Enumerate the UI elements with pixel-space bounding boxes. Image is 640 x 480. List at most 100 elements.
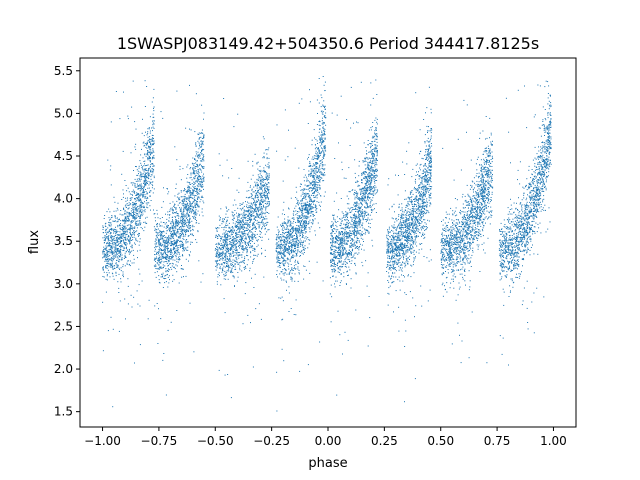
data-point xyxy=(291,277,293,279)
data-point xyxy=(248,206,250,208)
data-point xyxy=(127,278,129,280)
data-point xyxy=(113,259,114,261)
data-point xyxy=(109,240,111,242)
data-point xyxy=(194,211,196,213)
data-point xyxy=(119,248,121,250)
data-point xyxy=(173,247,175,249)
data-point xyxy=(229,243,231,245)
data-point xyxy=(143,169,145,171)
data-point xyxy=(294,227,296,229)
data-point xyxy=(147,173,149,175)
data-point xyxy=(172,223,174,225)
data-point xyxy=(304,202,306,204)
data-point xyxy=(194,182,196,184)
data-point xyxy=(118,261,120,263)
data-point xyxy=(230,234,232,236)
data-point xyxy=(120,225,122,227)
data-point xyxy=(306,223,308,225)
data-point xyxy=(245,210,247,212)
data-point xyxy=(119,259,121,261)
data-point xyxy=(175,207,176,209)
data-point xyxy=(129,225,131,227)
data-point xyxy=(190,233,192,235)
data-point xyxy=(229,227,231,229)
data-point xyxy=(234,223,236,225)
data-point xyxy=(224,218,225,220)
data-point xyxy=(264,203,266,204)
data-point xyxy=(320,134,322,136)
data-point xyxy=(263,216,265,218)
data-point xyxy=(245,201,246,203)
data-point xyxy=(186,198,188,200)
data-point xyxy=(171,228,173,230)
data-point xyxy=(119,242,121,244)
data-point xyxy=(240,218,242,219)
data-point xyxy=(188,254,190,256)
data-point xyxy=(259,173,261,175)
data-point xyxy=(254,197,256,199)
data-point xyxy=(279,236,281,238)
data-point xyxy=(110,232,112,234)
data-point xyxy=(254,153,256,155)
data-point xyxy=(167,214,169,216)
data-point xyxy=(235,243,237,245)
data-point xyxy=(180,218,182,220)
data-point xyxy=(195,195,197,197)
data-point xyxy=(184,193,186,195)
data-point xyxy=(122,227,124,229)
data-point xyxy=(170,235,172,237)
data-point xyxy=(226,233,228,235)
data-point xyxy=(275,248,277,250)
data-point xyxy=(167,252,169,253)
data-point xyxy=(152,181,154,183)
data-point xyxy=(249,219,250,220)
data-point xyxy=(306,212,308,213)
data-point xyxy=(194,212,196,214)
data-point xyxy=(292,228,294,230)
data-point xyxy=(139,216,141,218)
data-point xyxy=(196,190,198,192)
data-point xyxy=(175,188,177,189)
data-point xyxy=(165,256,166,258)
data-point xyxy=(218,255,220,257)
data-point xyxy=(227,251,229,253)
data-point xyxy=(308,216,310,218)
data-point xyxy=(261,207,263,209)
data-point xyxy=(295,197,297,198)
data-point xyxy=(133,217,135,219)
data-point xyxy=(162,256,164,258)
data-point xyxy=(139,179,141,181)
data-point xyxy=(128,191,130,193)
data-point xyxy=(188,220,190,222)
data-point xyxy=(198,142,200,144)
data-point xyxy=(310,211,312,212)
data-point xyxy=(165,240,167,242)
data-point xyxy=(200,153,202,155)
data-point xyxy=(247,314,249,316)
data-point xyxy=(132,194,133,196)
data-point xyxy=(249,236,250,238)
data-point xyxy=(149,169,151,171)
data-point xyxy=(124,212,126,214)
data-point xyxy=(281,257,283,259)
data-point xyxy=(147,172,149,174)
data-point xyxy=(153,106,155,108)
data-point xyxy=(102,250,104,252)
data-point xyxy=(196,213,198,215)
data-point xyxy=(151,183,153,185)
data-point xyxy=(170,227,171,229)
data-point xyxy=(254,224,256,226)
data-point xyxy=(287,221,289,223)
data-point xyxy=(171,255,173,257)
data-point xyxy=(261,227,263,229)
data-point xyxy=(302,236,304,238)
data-point xyxy=(322,164,324,166)
data-point xyxy=(258,188,260,190)
data-point xyxy=(109,276,111,278)
data-point xyxy=(216,228,218,230)
data-point xyxy=(124,180,126,181)
data-point xyxy=(122,274,124,276)
data-point xyxy=(287,219,289,221)
data-point xyxy=(219,164,221,166)
data-point xyxy=(262,223,264,225)
